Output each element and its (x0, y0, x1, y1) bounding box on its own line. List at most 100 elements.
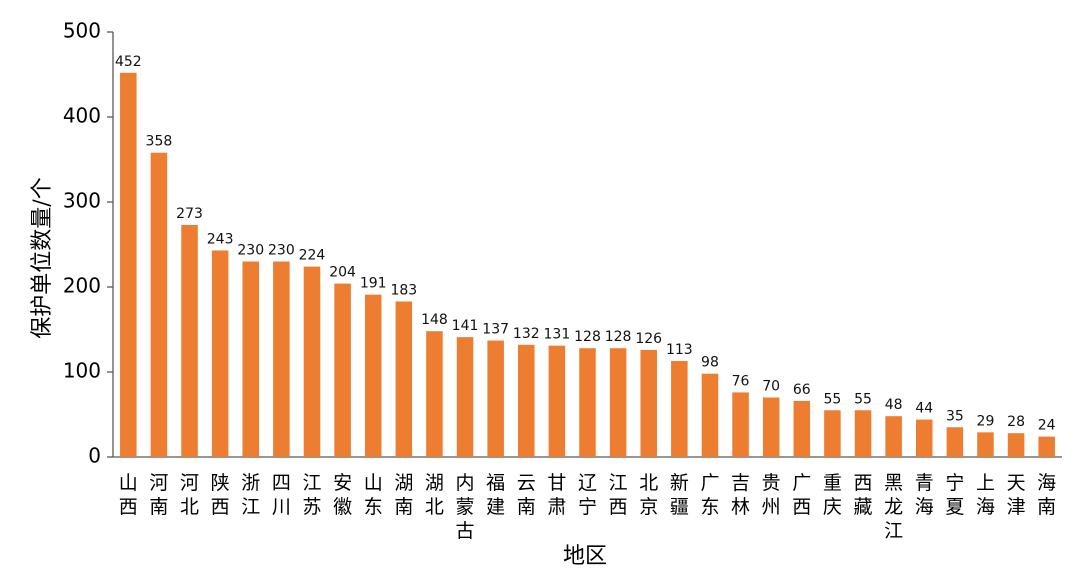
bar (762, 397, 780, 457)
category-label: 内蒙古 (456, 472, 475, 542)
category-label: 江西 (609, 472, 628, 518)
data-label: 191 (360, 276, 387, 292)
category-label: 黑龙江 (884, 472, 903, 542)
bar (242, 261, 260, 457)
bar (334, 283, 351, 457)
y-tick-label: 100 (63, 359, 101, 383)
x-axis-title: 地区 (563, 544, 607, 569)
data-label: 28 (1007, 414, 1025, 430)
data-label: 452 (115, 54, 142, 70)
bars-group (120, 72, 1055, 458)
category-label: 湖南 (394, 472, 413, 518)
data-label: 35 (946, 408, 964, 424)
data-label: 132 (513, 326, 540, 342)
category-label: 西藏 (854, 472, 873, 518)
category-label: 湖北 (425, 472, 444, 518)
y-tick-label: 0 (88, 444, 101, 468)
category-label: 福建 (486, 472, 505, 518)
category-label: 广西 (792, 472, 811, 518)
bar (671, 360, 688, 457)
bar (609, 348, 627, 457)
data-label: 70 (762, 379, 780, 395)
bar (946, 427, 964, 457)
data-label: 76 (732, 373, 750, 389)
category-label: 四川 (272, 472, 291, 518)
bar (456, 337, 474, 457)
bar (518, 344, 535, 457)
category-label: 贵州 (762, 472, 781, 518)
category-label: 河南 (149, 472, 168, 518)
data-label: 243 (207, 231, 234, 247)
data-label: 55 (854, 391, 872, 407)
bar (793, 400, 811, 457)
category-label: 江苏 (302, 472, 321, 518)
bar (120, 72, 137, 458)
data-label: 24 (1038, 418, 1056, 434)
bar (548, 345, 566, 457)
data-label: 126 (635, 331, 662, 347)
category-label: 宁夏 (945, 472, 964, 518)
bar (854, 410, 872, 457)
data-label: 224 (299, 248, 326, 264)
bar (701, 373, 719, 457)
data-label: 273 (176, 206, 203, 222)
data-label: 183 (390, 282, 417, 298)
category-label: 上海 (976, 472, 995, 518)
data-label: 230 (237, 243, 264, 259)
y-axis: 0 100 200 300 400 500 (63, 19, 1062, 468)
y-tick-label: 400 (63, 104, 101, 128)
data-label: 113 (666, 342, 693, 358)
category-label: 山西 (119, 472, 138, 518)
category-label: 吉林 (731, 472, 750, 518)
data-label: 55 (823, 391, 841, 407)
data-label: 141 (452, 318, 479, 334)
category-label: 重庆 (823, 472, 842, 518)
y-tick-label: 200 (63, 274, 101, 298)
data-label: 128 (605, 329, 632, 345)
category-label: 浙江 (241, 472, 260, 518)
data-label: 66 (793, 382, 811, 398)
category-label: 海南 (1037, 472, 1056, 518)
bar (824, 410, 841, 457)
data-label: 48 (885, 397, 903, 413)
category-label: 陕西 (211, 472, 230, 518)
data-label: 44 (915, 401, 933, 417)
category-label: 云南 (517, 472, 536, 518)
bar (303, 266, 321, 457)
data-label: 137 (482, 322, 509, 338)
y-axis-title: 保护单位数量/个 (30, 177, 55, 338)
data-label: 131 (544, 327, 571, 343)
category-label: 甘肃 (547, 472, 566, 518)
data-label: 204 (329, 265, 356, 281)
bar (211, 250, 229, 457)
bar (977, 432, 994, 457)
data-label: 29 (977, 413, 995, 429)
bar (1007, 433, 1025, 457)
category-label: 青海 (915, 472, 934, 518)
data-label: 128 (574, 329, 601, 345)
data-label: 148 (421, 312, 448, 328)
bar (487, 340, 504, 457)
category-label: 安徽 (333, 472, 352, 518)
y-tick-label: 300 (63, 189, 101, 213)
data-label: 98 (701, 355, 719, 371)
bar (273, 261, 290, 457)
bar (640, 349, 657, 457)
data-label: 358 (146, 134, 173, 150)
category-label: 辽宁 (578, 472, 597, 518)
category-label: 山东 (364, 472, 383, 518)
category-label: 新疆 (670, 472, 689, 518)
bar (732, 392, 749, 457)
bar (364, 294, 382, 457)
bar (579, 348, 596, 457)
y-tick-label: 500 (63, 19, 101, 43)
bar (885, 416, 902, 457)
data-label: 230 (268, 243, 295, 259)
category-label: 河北 (180, 472, 199, 518)
bar (181, 224, 198, 457)
bar (395, 301, 413, 457)
bar (915, 419, 933, 457)
category-label: 北京 (639, 472, 658, 518)
